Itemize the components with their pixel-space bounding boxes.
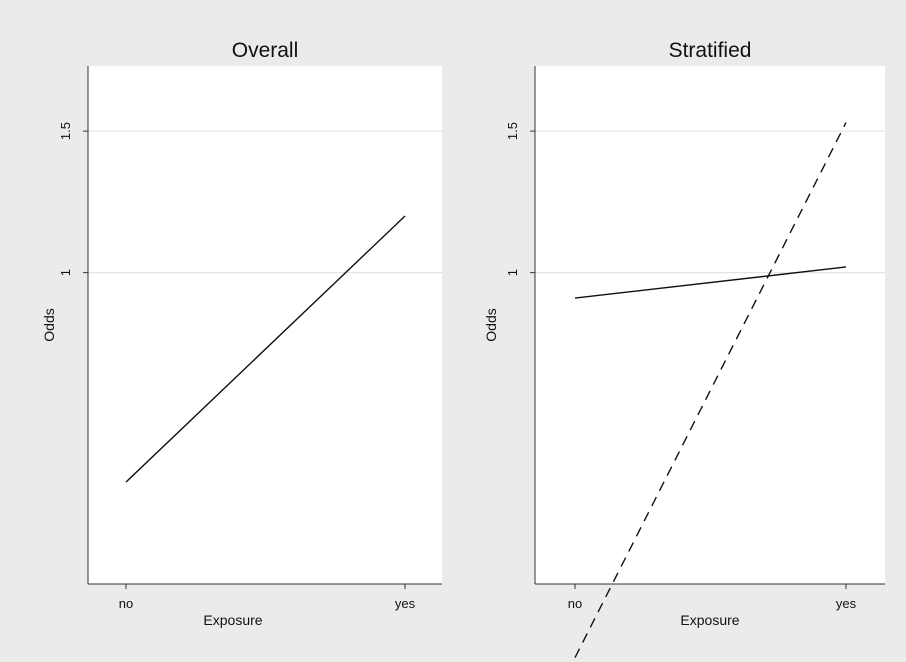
- x-tick-label-stratified-yes: yes: [836, 596, 857, 611]
- x-axis-label-overall: Exposure: [203, 612, 262, 628]
- y-tick-label-overall-1: 1.5: [58, 122, 73, 140]
- panel-stratified: Stratified Exposure Odds 1 1.5 no yes: [483, 39, 885, 658]
- y-tick-label-stratified-1: 1.5: [505, 122, 520, 140]
- y-axis-label-overall: Odds: [41, 308, 57, 341]
- y-tick-label-overall-0: 1: [58, 269, 73, 276]
- panel-title-overall: Overall: [232, 39, 299, 62]
- y-tick-label-stratified-0: 1: [505, 269, 520, 276]
- y-axis-label-stratified: Odds: [483, 308, 499, 341]
- panel-overall: Overall Exposure Odds 1 1.5 no yes: [41, 39, 442, 628]
- series-line-overall-solid-0: [125, 215, 406, 483]
- x-axis-label-stratified: Exposure: [680, 612, 739, 628]
- series-line-stratified-dashed-1: [574, 122, 847, 658]
- x-tick-label-stratified-no: no: [568, 596, 582, 611]
- plot-area-stratified: [535, 66, 885, 584]
- plot-area-overall: [88, 66, 442, 584]
- panel-title-stratified: Stratified: [669, 39, 752, 62]
- x-tick-label-overall-no: no: [119, 596, 133, 611]
- x-tick-label-overall-yes: yes: [395, 596, 416, 611]
- series-line-stratified-solid-0: [574, 266, 847, 299]
